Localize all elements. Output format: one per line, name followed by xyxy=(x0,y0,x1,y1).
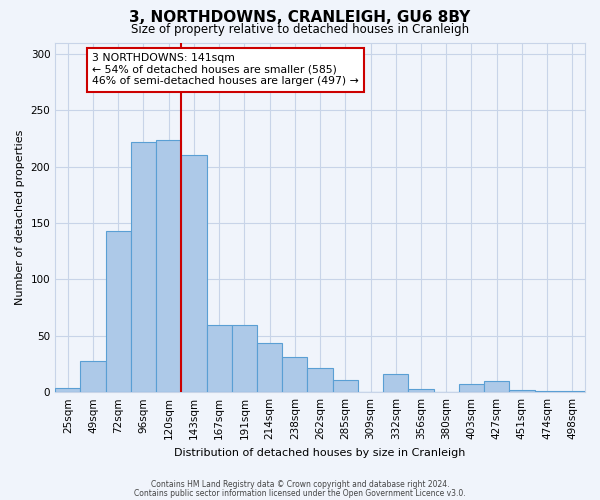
X-axis label: Distribution of detached houses by size in Cranleigh: Distribution of detached houses by size … xyxy=(175,448,466,458)
Bar xyxy=(80,360,106,392)
Bar xyxy=(156,140,181,392)
Text: Contains HM Land Registry data © Crown copyright and database right 2024.: Contains HM Land Registry data © Crown c… xyxy=(151,480,449,489)
Bar xyxy=(535,391,560,392)
Bar xyxy=(307,368,332,392)
Text: Size of property relative to detached houses in Cranleigh: Size of property relative to detached ho… xyxy=(131,22,469,36)
Bar xyxy=(131,142,156,392)
Bar xyxy=(459,384,484,392)
Bar xyxy=(206,324,232,392)
Bar xyxy=(55,388,80,392)
Bar xyxy=(383,374,409,392)
Text: Contains public sector information licensed under the Open Government Licence v3: Contains public sector information licen… xyxy=(134,488,466,498)
Text: 3, NORTHDOWNS, CRANLEIGH, GU6 8BY: 3, NORTHDOWNS, CRANLEIGH, GU6 8BY xyxy=(130,10,470,25)
Bar xyxy=(257,342,282,392)
Bar xyxy=(232,324,257,392)
Y-axis label: Number of detached properties: Number of detached properties xyxy=(15,130,25,305)
Bar xyxy=(509,390,535,392)
Text: 3 NORTHDOWNS: 141sqm
← 54% of detached houses are smaller (585)
46% of semi-deta: 3 NORTHDOWNS: 141sqm ← 54% of detached h… xyxy=(92,53,359,86)
Bar xyxy=(332,380,358,392)
Bar xyxy=(181,156,206,392)
Bar xyxy=(560,391,585,392)
Bar xyxy=(106,231,131,392)
Bar xyxy=(484,381,509,392)
Bar xyxy=(282,357,307,392)
Bar xyxy=(409,389,434,392)
